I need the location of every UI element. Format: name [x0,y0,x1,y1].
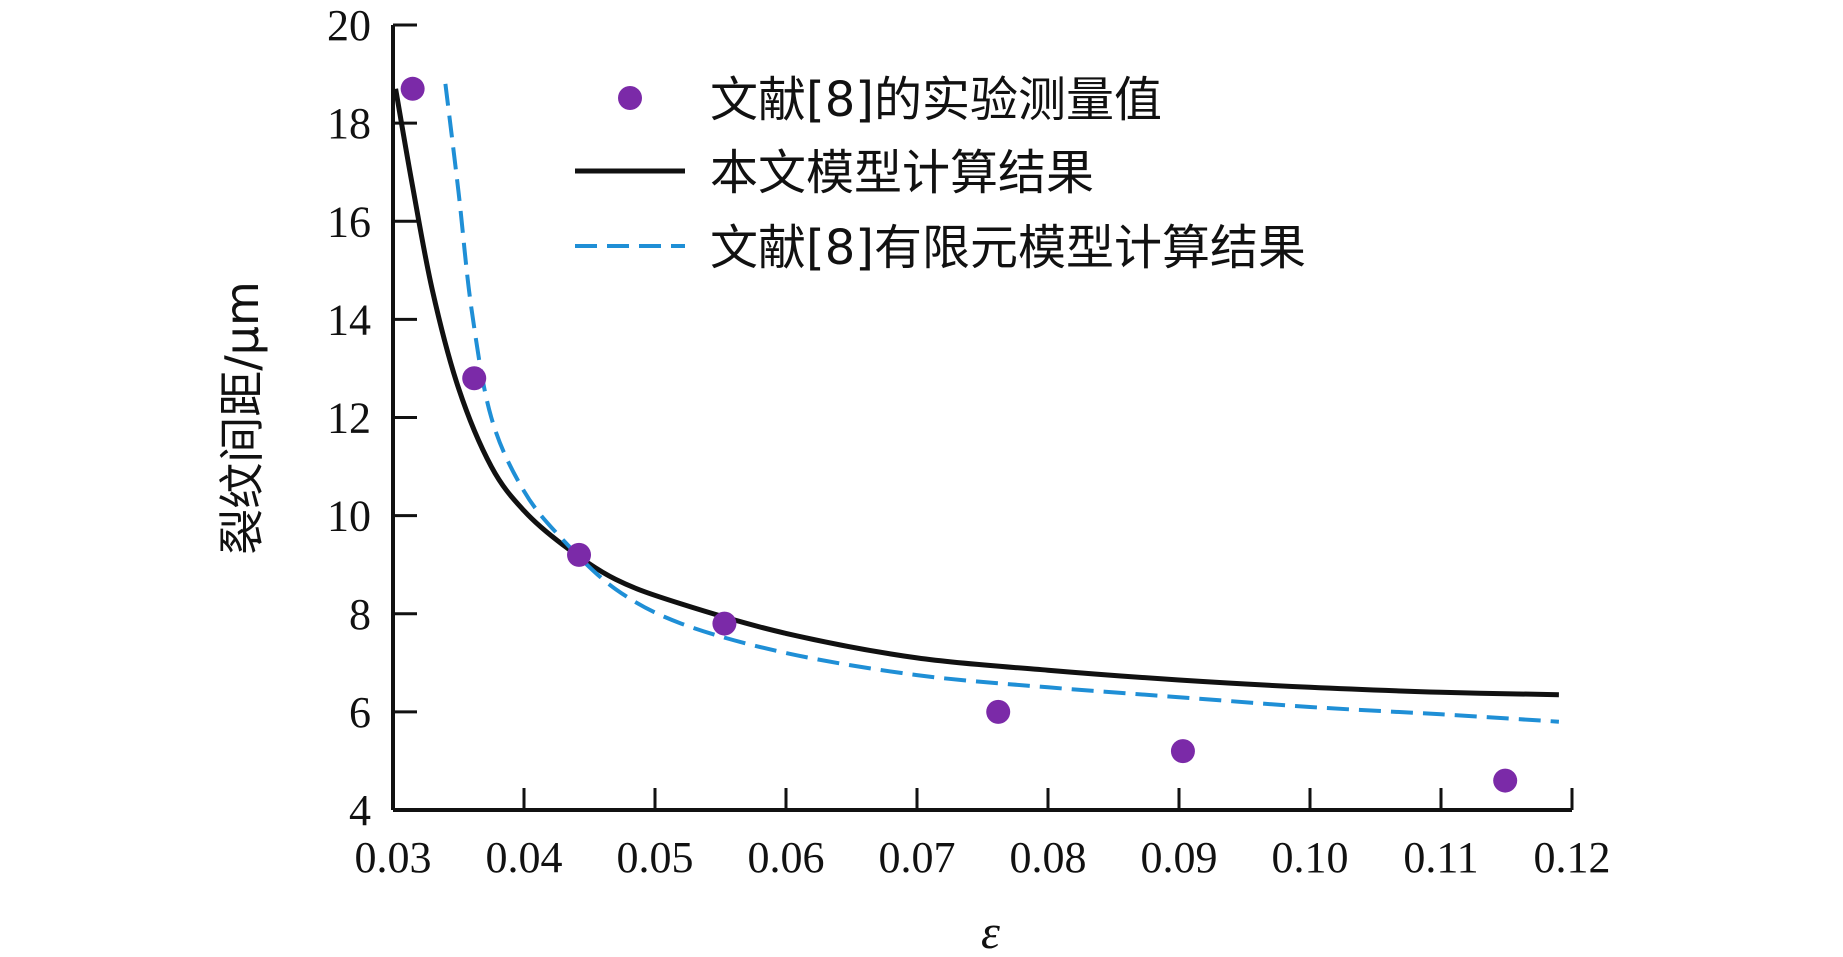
x-tick-label: 0.08 [1010,833,1087,882]
x-axis-title: ε [981,906,1000,957]
x-tick-label: 0.06 [748,833,825,882]
y-tick-label: 6 [349,688,371,737]
experiment-point [1170,739,1195,764]
legend-label: 文献[8]有限元模型计算结果 [710,220,1306,276]
legend-label: 文献[8]的实验测量值 [710,72,1162,128]
y-tick-label: 18 [327,99,371,148]
x-tick-label: 0.07 [879,833,956,882]
y-tick-label: 16 [327,197,371,246]
x-tick-label: 0.03 [355,833,432,882]
x-tick-label: 0.12 [1534,833,1611,882]
experiment-point [462,366,487,391]
fem-model-line [443,83,1560,724]
model-line [393,88,1559,698]
experiment-point [567,542,592,567]
y-tick-label: 12 [327,394,371,443]
axes: 0.03 0.04 0.05 0.06 0.07 0.08 0.09 0.10 0.11 0.12… [215,1,1611,957]
x-tick-label: 0.11 [1403,833,1478,882]
legend-marker-experiment [618,86,642,110]
y-tick-label: 8 [349,590,371,639]
plot-area [393,76,1560,793]
y-tick-label: 4 [349,786,371,835]
y-axis-title: 裂纹间距/μm [215,281,269,555]
x-tick-label: 0.09 [1141,833,1218,882]
legend-label: 本文模型计算结果 [710,145,1094,201]
y-tick-label: 14 [327,295,371,344]
y-tick-label: 10 [327,492,371,541]
experiment-point [400,76,425,101]
experiment-point [986,699,1011,724]
experiment-point [712,611,737,636]
x-tick-label: 0.05 [617,833,694,882]
x-tick-label: 0.04 [486,833,563,882]
experiment-point [1493,768,1518,793]
y-tick-label: 20 [327,1,371,50]
x-tick-label: 0.10 [1272,833,1349,882]
